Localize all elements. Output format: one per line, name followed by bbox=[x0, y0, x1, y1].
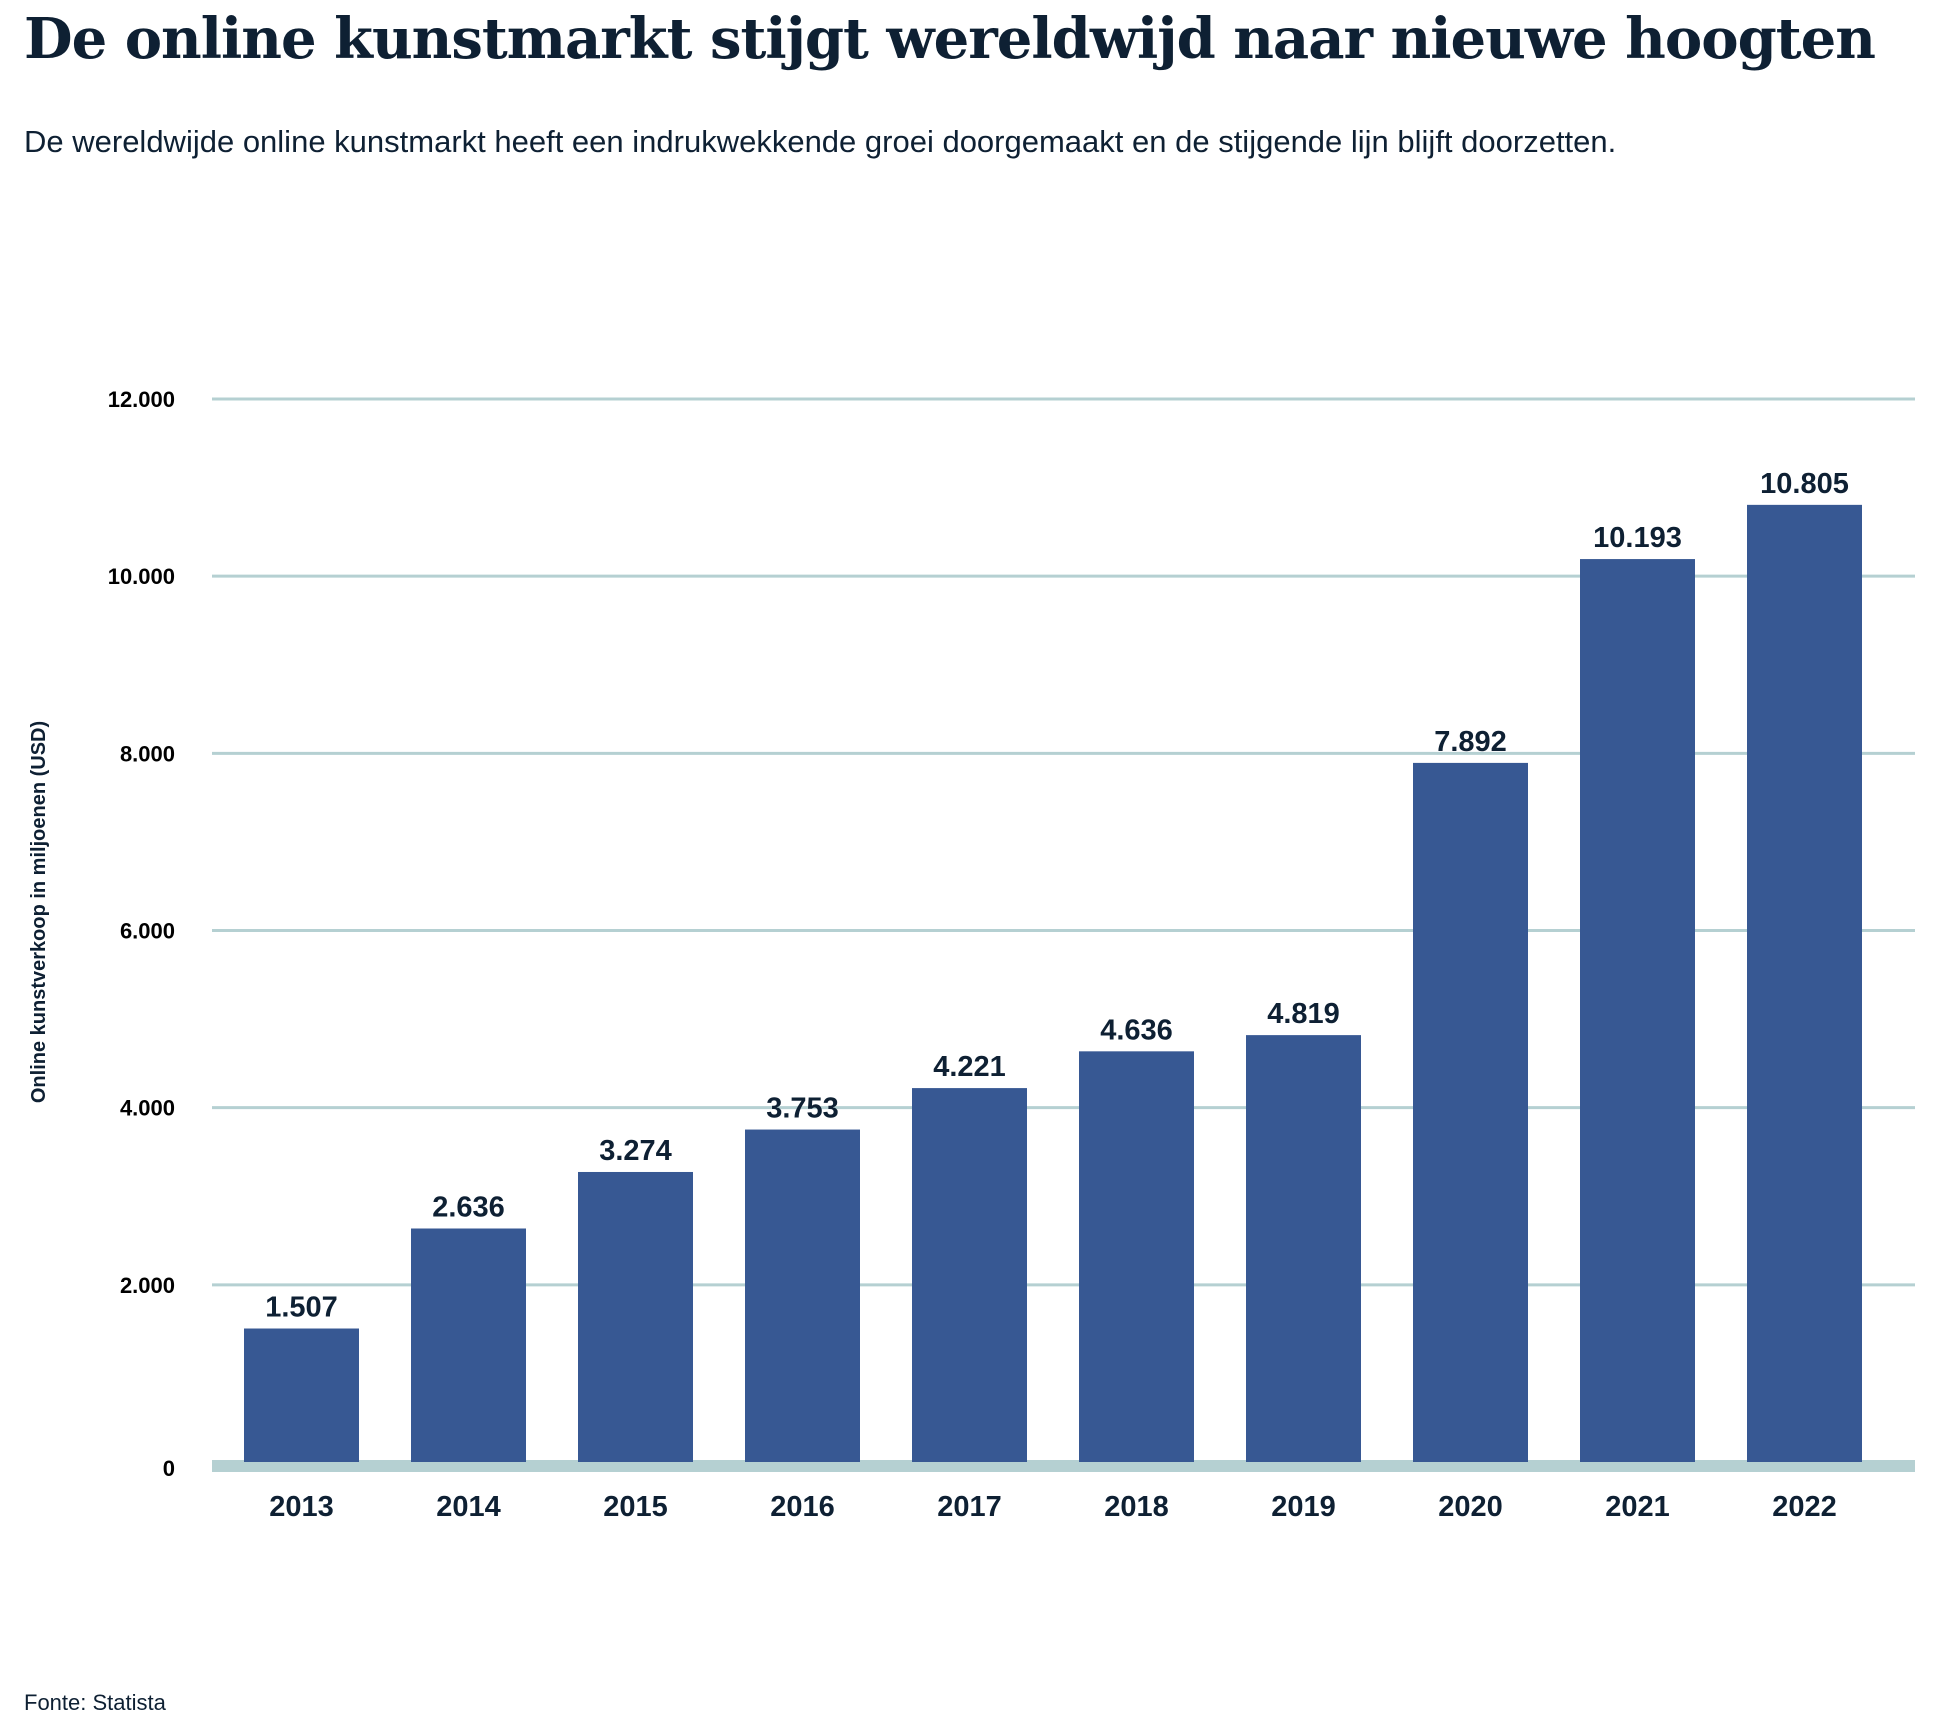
bar-2015 bbox=[578, 1171, 693, 1462]
y-tick-label: 4.000 bbox=[120, 1096, 175, 1121]
bar-2020 bbox=[1413, 762, 1528, 1462]
x-tick-label: 2013 bbox=[269, 1491, 334, 1523]
source-note: Fonte: Statista bbox=[24, 1690, 166, 1715]
x-tick-label: 2016 bbox=[770, 1491, 835, 1523]
data-label: 1.507 bbox=[265, 1292, 338, 1324]
x-tick-label: 2019 bbox=[1271, 1491, 1336, 1523]
y-tick-label: 10.000 bbox=[108, 564, 175, 589]
bar-2014 bbox=[411, 1228, 526, 1462]
data-label: 4.221 bbox=[933, 1051, 1006, 1083]
data-label: 4.636 bbox=[1100, 1014, 1173, 1046]
bar-2017 bbox=[912, 1088, 1027, 1462]
bar-2019 bbox=[1246, 1035, 1361, 1462]
y-tick-label: 2.000 bbox=[120, 1273, 175, 1298]
x-tick-label: 2014 bbox=[436, 1491, 501, 1523]
bar-2013 bbox=[244, 1328, 359, 1462]
x-tick-label: 2018 bbox=[1104, 1491, 1169, 1523]
bar-2016 bbox=[745, 1129, 860, 1462]
bar-2021 bbox=[1580, 559, 1695, 1462]
y-axis-label: Online kunstverkoop in miljoenen (USD) bbox=[28, 721, 50, 1103]
y-tick-label: 0 bbox=[163, 1456, 175, 1481]
bar-2018 bbox=[1079, 1051, 1194, 1462]
chart-title: De online kunstmarkt stijgt wereldwijd n… bbox=[24, 6, 1876, 72]
x-tick-label: 2017 bbox=[937, 1491, 1002, 1523]
x-axis-baseline bbox=[212, 1460, 1915, 1472]
y-tick-label: 8.000 bbox=[120, 741, 175, 766]
data-label: 7.892 bbox=[1434, 726, 1507, 758]
x-tick-label: 2022 bbox=[1772, 1491, 1837, 1523]
x-tick-label: 2021 bbox=[1605, 1491, 1670, 1523]
data-label: 2.636 bbox=[432, 1191, 505, 1223]
data-label: 3.274 bbox=[599, 1135, 672, 1167]
bar-2022 bbox=[1747, 504, 1862, 1463]
chart-subtitle: De wereldwijde online kunstmarkt heeft e… bbox=[24, 124, 1617, 159]
data-label: 10.193 bbox=[1593, 522, 1682, 554]
data-label: 3.753 bbox=[766, 1093, 839, 1125]
x-tick-label: 2020 bbox=[1438, 1491, 1503, 1523]
x-tick-label: 2015 bbox=[603, 1491, 668, 1523]
y-tick-label: 12.000 bbox=[108, 387, 175, 412]
data-label: 10.805 bbox=[1760, 468, 1849, 500]
y-tick-label: 6.000 bbox=[120, 919, 175, 944]
data-label: 4.819 bbox=[1267, 998, 1340, 1030]
